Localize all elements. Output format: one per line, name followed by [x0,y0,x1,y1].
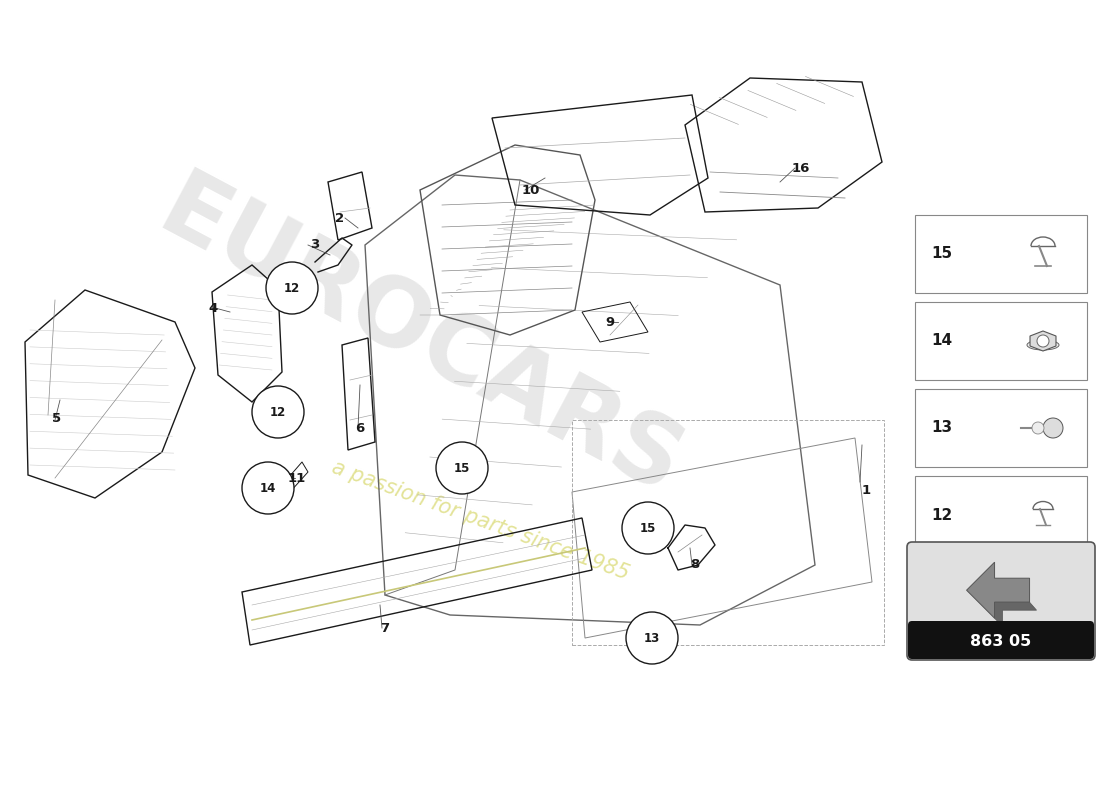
FancyBboxPatch shape [915,215,1087,293]
Circle shape [621,502,674,554]
Polygon shape [1030,331,1056,351]
FancyBboxPatch shape [915,389,1087,467]
Text: 4: 4 [208,302,218,314]
Text: 11: 11 [288,471,306,485]
Text: 13: 13 [931,421,953,435]
Polygon shape [967,562,1030,618]
Text: 5: 5 [52,411,62,425]
Text: 13: 13 [644,631,660,645]
Text: 863 05: 863 05 [970,634,1032,649]
Text: 8: 8 [690,558,700,571]
Polygon shape [994,602,1036,626]
Text: 3: 3 [310,238,319,251]
Text: 1: 1 [862,483,871,497]
Text: 12: 12 [284,282,300,294]
Circle shape [1037,335,1049,347]
Circle shape [626,612,678,664]
Text: 6: 6 [355,422,364,434]
Text: 10: 10 [522,183,540,197]
Circle shape [242,462,294,514]
Text: 15: 15 [931,246,953,262]
Circle shape [436,442,488,494]
FancyBboxPatch shape [908,542,1094,660]
Circle shape [252,386,304,438]
Text: EUROCARS: EUROCARS [144,164,696,516]
FancyBboxPatch shape [908,621,1094,659]
FancyBboxPatch shape [915,302,1087,380]
Text: a passion for parts since 1985: a passion for parts since 1985 [329,457,631,583]
Text: 12: 12 [931,507,953,522]
Text: 7: 7 [379,622,389,634]
Text: 14: 14 [260,482,276,494]
Ellipse shape [1027,340,1059,350]
Text: 16: 16 [792,162,811,174]
Text: 15: 15 [640,522,657,534]
Circle shape [1032,422,1044,434]
FancyBboxPatch shape [915,476,1087,554]
Circle shape [266,262,318,314]
Circle shape [1043,418,1063,438]
Text: 15: 15 [454,462,470,474]
Text: 12: 12 [270,406,286,418]
Text: 9: 9 [605,315,614,329]
Text: 2: 2 [336,211,344,225]
Text: 14: 14 [931,334,953,349]
